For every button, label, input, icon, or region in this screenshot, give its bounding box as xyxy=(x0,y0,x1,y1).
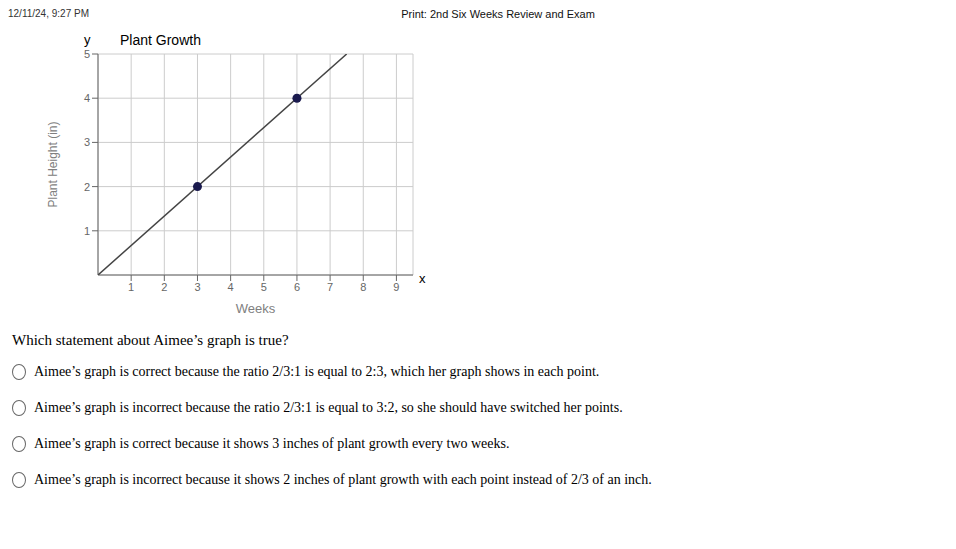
svg-text:Plant Height (in): Plant Height (in) xyxy=(46,121,60,207)
html-text:Aimee’s graph is correct becau: Aimee’s graph is correct because it show… xyxy=(34,436,510,451)
svg-text:2: 2 xyxy=(84,181,90,193)
html-text:y: y xyxy=(84,32,91,47)
svg-text:1: 1 xyxy=(128,281,134,293)
html-text:Aimee’s graph is incorrect bec: Aimee’s graph is incorrect because the r… xyxy=(34,400,623,415)
html-text:Print: 2nd Six Weeks Review an: Print: 2nd Six Weeks Review and Exam xyxy=(401,8,595,20)
svg-text:4: 4 xyxy=(84,92,90,104)
html-text:x: x xyxy=(419,271,426,286)
svg-text:Weeks: Weeks xyxy=(236,301,276,316)
svg-text:9: 9 xyxy=(393,281,399,293)
html-text:12/11/24, 9:27 PM: 12/11/24, 9:27 PM xyxy=(8,8,89,19)
html-text:Aimee’s graph is incorrect bec: Aimee’s graph is incorrect because it sh… xyxy=(34,472,652,487)
svg-text:3: 3 xyxy=(84,136,90,148)
html-text:Aimee’s graph is correct becau: Aimee’s graph is correct because the rat… xyxy=(34,364,600,379)
svg-text:5: 5 xyxy=(84,48,90,60)
svg-text:8: 8 xyxy=(360,281,366,293)
svg-text:2: 2 xyxy=(161,281,167,293)
svg-text:3: 3 xyxy=(194,281,200,293)
svg-text:4: 4 xyxy=(228,281,234,293)
svg-text:6: 6 xyxy=(294,281,300,293)
html-text:Which statement about Aimee’s: Which statement about Aimee’s graph is t… xyxy=(12,332,289,348)
svg-text:5: 5 xyxy=(261,281,267,293)
svg-text:7: 7 xyxy=(327,281,333,293)
html-text:Plant Growth: Plant Growth xyxy=(120,32,201,48)
svg-text:1: 1 xyxy=(84,225,90,237)
